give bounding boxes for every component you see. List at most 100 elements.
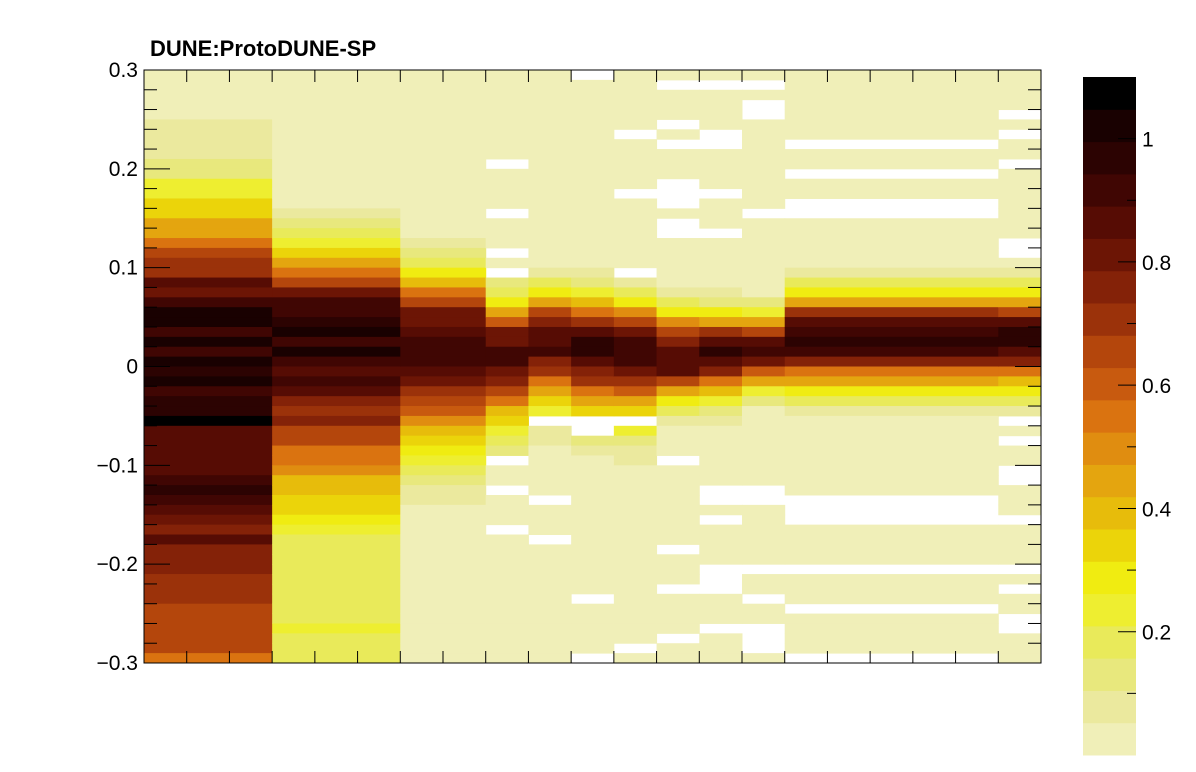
heatmap-cell: [656, 386, 700, 397]
heatmap-cell: [272, 356, 401, 367]
heatmap-cell: [613, 425, 658, 437]
heatmap-cell: [699, 534, 743, 545]
heatmap-cell: [485, 623, 529, 634]
heatmap-cell: [485, 109, 529, 120]
heatmap-cell: [485, 326, 529, 338]
heatmap-cell: [571, 386, 615, 397]
heatmap-cell: [571, 633, 615, 644]
heatmap-cell: [656, 149, 700, 160]
heatmap-cell: [784, 633, 999, 644]
heatmap-cell: [784, 99, 999, 111]
heatmap-cell: [998, 149, 1042, 160]
heatmap-cell: [699, 425, 743, 437]
heatmap-cell: [144, 643, 273, 654]
colorbar-swatch: [1083, 77, 1136, 110]
heatmap-cell: [528, 366, 572, 377]
heatmap-cell: [699, 208, 743, 219]
heatmap-cell: [272, 89, 401, 101]
heatmap-cell: [571, 504, 615, 516]
heatmap-cell: [998, 99, 1042, 111]
colorbar-swatch: [1083, 464, 1136, 498]
heatmap-cell: [699, 218, 743, 229]
heatmap-cell: [699, 504, 743, 516]
heatmap-cell: [699, 336, 743, 348]
colorbar-swatch: [1083, 593, 1136, 627]
heatmap-cell: [528, 524, 572, 536]
heatmap-cell: [144, 574, 273, 585]
heatmap-cell: [656, 376, 700, 387]
heatmap-cell: [272, 534, 401, 545]
heatmap-cell: [485, 494, 529, 506]
heatmap-cell: [699, 198, 743, 209]
heatmap-cell: [998, 593, 1042, 605]
heatmap-cell: [571, 603, 615, 615]
heatmap-cell: [998, 257, 1042, 269]
heatmap-cell: [485, 139, 529, 150]
heatmap-cell: [613, 257, 658, 269]
heatmap-cell: [528, 178, 572, 190]
heatmap-cell: [699, 109, 743, 120]
heatmap-cell: [613, 149, 658, 160]
y-axis-ticks: [144, 69, 1041, 664]
heatmap-cell: [400, 524, 487, 536]
heatmap-cell: [400, 574, 487, 585]
heatmap-cell: [571, 396, 615, 407]
y-tick-label: 0: [126, 356, 138, 379]
heatmap-cell: [485, 89, 529, 101]
y-tick-label: −0.3: [97, 652, 138, 675]
heatmap-cell: [742, 119, 786, 130]
heatmap-cell: [400, 633, 487, 644]
heatmap-cell: [613, 119, 658, 130]
heatmap-cell: [742, 376, 786, 387]
heatmap-cell: [742, 534, 786, 545]
heatmap-cell: [699, 643, 743, 654]
heatmap-cell: [485, 534, 529, 545]
heatmap-cell: [272, 238, 401, 249]
heatmap-cell: [784, 623, 999, 634]
heatmap-cell: [485, 564, 529, 575]
heatmap-cell: [528, 514, 572, 526]
heatmap-cell: [571, 218, 615, 229]
heatmap-cell: [400, 287, 487, 298]
heatmap-cell: [613, 603, 658, 615]
heatmap-cell: [485, 445, 529, 456]
heatmap-cell: [528, 257, 572, 269]
heatmap-cell: [485, 307, 529, 318]
heatmap-cell: [784, 534, 999, 545]
heatmap-cell: [742, 613, 786, 624]
heatmap-cell: [272, 485, 401, 496]
heatmap-cell: [784, 613, 999, 624]
heatmap-cell: [998, 406, 1042, 417]
colorbar-swatch: [1083, 432, 1136, 465]
heatmap-cell: [272, 198, 401, 209]
heatmap-cell: [144, 188, 273, 199]
heatmap-cell: [400, 534, 487, 545]
heatmap-cell: [144, 198, 273, 209]
heatmap-cell: [998, 504, 1042, 516]
heatmap-cell: [742, 129, 786, 140]
heatmap-cell: [144, 356, 273, 367]
heatmap-cell: [613, 613, 658, 624]
heatmap-cell: [656, 603, 700, 615]
heatmap-cell: [998, 653, 1042, 664]
heatmap-cell: [656, 99, 700, 111]
heatmap-cell: [613, 208, 658, 219]
heatmap-cell: [571, 238, 615, 249]
heatmap-cell: [528, 336, 572, 348]
heatmap-cell: [144, 178, 273, 190]
heatmap-cell: [272, 257, 401, 269]
heatmap-cell: [272, 564, 401, 575]
heatmap-cell: [528, 277, 572, 288]
heatmap-cell: [485, 297, 529, 308]
heatmap-cell: [998, 277, 1042, 288]
heatmap-cell: [571, 475, 615, 486]
heatmap-cell: [998, 544, 1042, 555]
heatmap-cell: [699, 247, 743, 259]
heatmap-cell: [144, 287, 273, 298]
y-tick-label: −0.1: [97, 454, 138, 477]
heatmap-cell: [144, 247, 273, 259]
heatmap-cell: [272, 336, 401, 348]
colorbar-swatch: [1083, 625, 1136, 659]
heatmap-cell: [699, 238, 743, 249]
